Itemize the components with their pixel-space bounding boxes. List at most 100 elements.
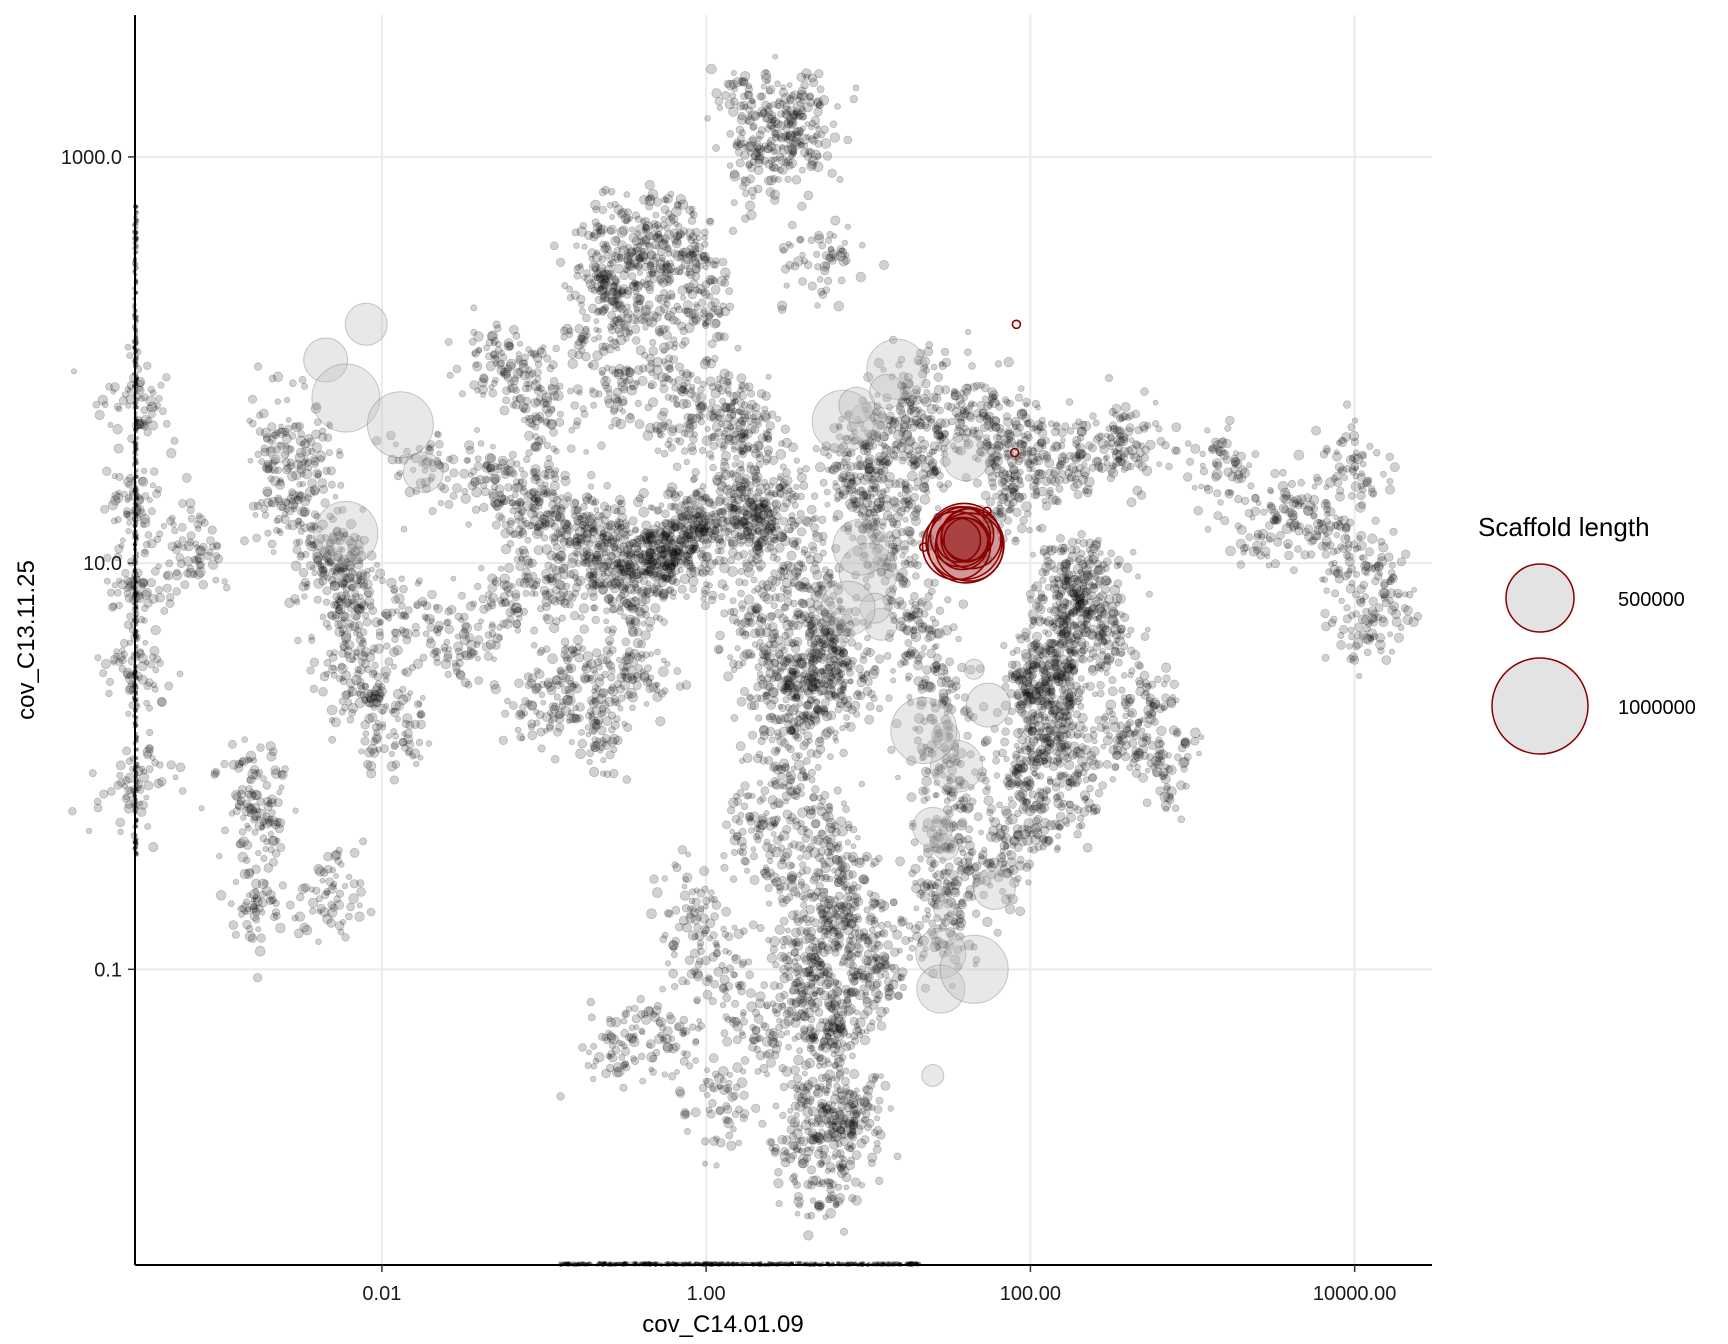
- scaffold-point: [278, 427, 285, 435]
- scaffold-point: [590, 199, 601, 211]
- scaffold-point: [631, 526, 640, 534]
- scaffold-point: [516, 615, 523, 622]
- scaffold-point: [366, 907, 376, 917]
- scaffold-point: [855, 834, 861, 841]
- scaffold-point: [390, 663, 397, 670]
- scaffold-point: [195, 561, 204, 570]
- scaffold-point: [598, 205, 608, 215]
- scaffold-point: [319, 570, 327, 578]
- scaffold-point: [632, 563, 640, 572]
- scaffold-point: [756, 797, 764, 805]
- scaffold-point: [250, 791, 257, 798]
- scaffold-point: [150, 467, 159, 476]
- scaffold-point: [335, 451, 344, 459]
- scaffold-point: [273, 517, 280, 524]
- scaffold-point: [250, 810, 261, 822]
- scaffold-point: [155, 563, 162, 570]
- scaffold-point: [282, 465, 292, 475]
- scaffold-point: [643, 539, 653, 550]
- scaffold-point: [326, 556, 336, 566]
- scaffold-point: [596, 663, 603, 671]
- scaffold-point: [196, 561, 205, 570]
- scaffold-point: [158, 407, 167, 415]
- scaffold-point: [100, 504, 109, 514]
- scaffold-point: [285, 900, 295, 910]
- scaffold-point: [833, 786, 842, 795]
- scaffold-point: [540, 534, 549, 542]
- scaffold-point: [243, 856, 251, 864]
- scaffold-point: [600, 572, 609, 581]
- scaffold-point: [599, 529, 608, 538]
- scaffold-point: [384, 657, 394, 667]
- scaffold-point: [474, 455, 482, 463]
- scaffold-point: [604, 635, 615, 646]
- scaffold-point: [720, 609, 729, 618]
- scaffold-point: [296, 892, 305, 902]
- scaffold-point: [680, 294, 687, 301]
- scaffold-point: [781, 603, 790, 612]
- scaffold-point: [276, 501, 287, 512]
- scaffold-point: [820, 790, 830, 800]
- scaffold-point: [232, 806, 241, 815]
- scaffold-point: [278, 784, 285, 791]
- scaffold-point: [149, 389, 157, 397]
- scaffold-point: [273, 798, 283, 808]
- scaffold-point: [105, 689, 113, 698]
- scaffold-point: [593, 326, 600, 333]
- scaffold-point: [616, 227, 628, 238]
- scaffold-point: [847, 678, 854, 685]
- scaffold-point: [308, 886, 315, 893]
- scaffold-point: [295, 421, 305, 431]
- scaffold-point: [255, 849, 262, 857]
- scaffold-point: [715, 494, 726, 505]
- scaffold-point: [203, 551, 213, 561]
- scaffold-point: [317, 455, 325, 463]
- scaffold-point: [567, 709, 575, 716]
- scaffold-point: [661, 196, 669, 204]
- scaffold-point: [304, 458, 312, 466]
- scaffold-point: [293, 928, 304, 939]
- scaffold-point: [234, 800, 245, 811]
- scaffold-point: [288, 432, 297, 440]
- scaffold-point: [242, 799, 252, 809]
- scaffold-point: [845, 722, 856, 732]
- scaffold-point: [670, 490, 680, 499]
- scaffold-point: [535, 523, 543, 531]
- scaffold-point: [675, 682, 685, 691]
- scaffold-point: [746, 525, 757, 536]
- scaffold-point: [110, 517, 118, 525]
- scaffold-point: [157, 381, 165, 389]
- scaffold-point: [254, 450, 262, 459]
- scaffold-point: [590, 604, 597, 612]
- scaffold-point: [256, 808, 267, 819]
- scaffold-point: [553, 693, 561, 701]
- scaffold-point: [720, 863, 729, 872]
- scaffold-point: [262, 780, 272, 790]
- scaffold-point: [427, 589, 437, 600]
- scaffold-point: [341, 882, 349, 890]
- scaffold-point: [667, 190, 675, 198]
- scaffold-point: [827, 753, 834, 760]
- scaffold-point: [353, 629, 360, 637]
- scaffold-point: [199, 542, 208, 552]
- scaffold-point: [524, 536, 532, 544]
- scaffold-point: [533, 708, 540, 716]
- scaffold-point: [364, 589, 372, 598]
- scaffold-point: [457, 591, 466, 600]
- scaffold-point: [124, 593, 134, 603]
- scaffold-point: [237, 905, 244, 913]
- scaffold-point: [337, 928, 345, 936]
- scaffold-point: [265, 818, 274, 827]
- scaffold-point: [238, 828, 247, 836]
- scaffold-point: [826, 837, 833, 844]
- scaffold-point: [789, 581, 796, 588]
- scaffold-point: [126, 352, 134, 359]
- scaffold-point: [571, 499, 580, 507]
- scaffold-point: [215, 890, 227, 901]
- scaffold-point: [642, 527, 650, 536]
- scaffold-point: [558, 680, 565, 687]
- scaffold-point: [253, 501, 262, 510]
- scaffold-point: [153, 535, 162, 543]
- scaffold-point: [845, 1032, 852, 1039]
- scaffold-point: [885, 694, 893, 702]
